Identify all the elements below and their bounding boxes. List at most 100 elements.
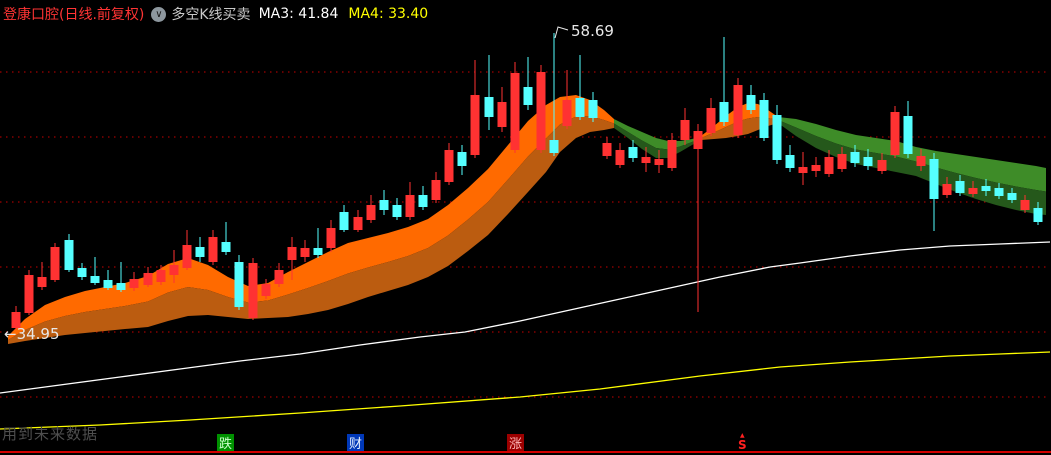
candle-body: [916, 156, 926, 166]
chart-header: 登康口腔(日线.前复权) ∨ 多空K线买卖 MA3: 41.84 MA4: 33…: [3, 5, 428, 23]
signal-letter: S: [738, 438, 747, 452]
ma4-line: [0, 351, 1051, 430]
candle-body: [234, 262, 244, 307]
candle-body: [379, 200, 389, 210]
watermark: 用到未来数据: [2, 425, 99, 443]
candle-body: [326, 228, 336, 248]
candle-body: [169, 265, 179, 275]
candle-body: [195, 247, 205, 257]
candle-body: [457, 152, 467, 166]
candle-body: [824, 157, 834, 174]
candle-body: [981, 186, 991, 191]
candle-body: [182, 245, 192, 268]
ma3-line: [0, 241, 1051, 394]
candle-body: [431, 180, 441, 200]
candle-body: [615, 150, 625, 165]
high-price-label: 58.69: [571, 22, 614, 40]
candle-body: [287, 247, 297, 260]
candle-body: [156, 270, 166, 282]
candle-body: [24, 275, 34, 313]
candle-body: [641, 157, 651, 163]
stock-title: 登康口腔(日线.前复权): [3, 7, 145, 23]
candle-body: [50, 247, 60, 280]
candle-body: [90, 276, 100, 283]
candle-body: [942, 184, 952, 195]
chevron-down-icon[interactable]: ∨: [151, 6, 167, 22]
candle-body: [798, 167, 808, 173]
marker-wealth-badge: 财: [347, 434, 364, 452]
candle-body: [667, 140, 677, 168]
candle-body: [575, 98, 585, 117]
candle-body: [863, 157, 873, 166]
candle-body: [77, 268, 87, 277]
candle-body: [143, 273, 153, 285]
candle-body: [444, 150, 454, 182]
candle-body: [746, 95, 756, 110]
marker-rise-badge: 涨: [507, 434, 524, 452]
candle-body: [929, 159, 939, 199]
candle-body: [353, 217, 363, 230]
candle-body: [129, 279, 139, 288]
candle-body: [339, 212, 349, 230]
candle-body: [588, 100, 598, 118]
candle-body: [313, 248, 323, 255]
candles[interactable]: [11, 33, 1043, 330]
candle-body: [484, 97, 494, 117]
candle-body: [719, 102, 729, 122]
candle-body: [11, 312, 21, 328]
candle-body: [811, 165, 821, 171]
candle-body: [628, 147, 638, 158]
candle-body: [536, 72, 546, 150]
candle-body: [850, 152, 860, 163]
candle-body: [549, 140, 559, 153]
bottom-border-line: [0, 451, 1051, 453]
candle-body: [300, 248, 310, 257]
candle-body: [208, 237, 218, 262]
candle-body: [562, 100, 572, 126]
candle-body: [772, 115, 782, 160]
candle-body: [968, 188, 978, 194]
candle-body: [418, 195, 428, 207]
candle-body: [733, 85, 743, 135]
candle-body: [261, 284, 271, 296]
candle-body: [955, 181, 965, 193]
high-pointer-line: [554, 26, 569, 39]
ma3-value: MA3: 41.84: [258, 6, 339, 22]
candle-body: [994, 188, 1004, 196]
trend-ribbon: [8, 95, 1046, 344]
candle-body: [510, 73, 520, 150]
candle-body: [759, 100, 769, 138]
candle-body: [37, 277, 47, 287]
candle-body: [221, 242, 231, 252]
candle-body: [1020, 200, 1030, 210]
candle-body: [602, 143, 612, 156]
candle-body: [274, 270, 284, 284]
candle-body: [903, 116, 913, 154]
candle-body: [248, 263, 258, 318]
candle-body: [405, 195, 415, 217]
candle-body: [706, 108, 716, 133]
candle-body: [103, 280, 113, 288]
candle-body: [680, 120, 690, 140]
candle-body: [693, 131, 703, 149]
ma4-value: MA4: 33.40: [348, 6, 429, 22]
candle-body: [392, 205, 402, 217]
candle-body: [785, 155, 795, 168]
candle-body: [497, 102, 507, 127]
candle-body: [654, 159, 664, 165]
candle-body: [1007, 193, 1017, 200]
low-price-label: ←34.95: [4, 325, 60, 343]
indicator-name[interactable]: 多空K线买卖: [171, 7, 251, 23]
candle-body: [64, 240, 74, 270]
candle-body: [470, 95, 480, 155]
candle-body: [366, 205, 376, 220]
candle-body: [523, 87, 533, 105]
candle-body: [1033, 208, 1043, 222]
marker-fall-badge: 跌: [217, 434, 234, 452]
candle-body: [877, 160, 887, 171]
candle-body: [116, 283, 126, 290]
signal-triangle-icon: ▲: [740, 432, 745, 439]
